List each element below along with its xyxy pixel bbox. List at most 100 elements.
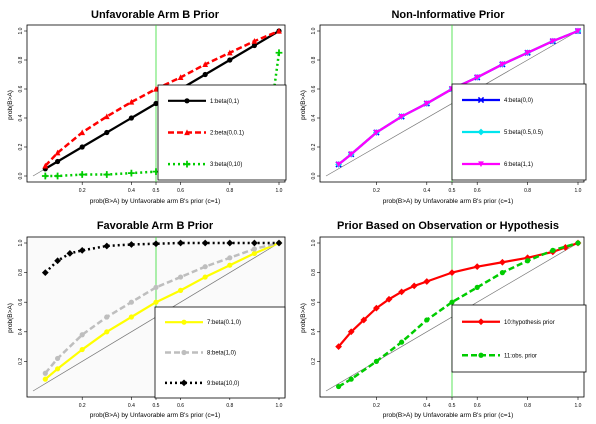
data-point: [549, 38, 556, 45]
data-point: [153, 284, 159, 290]
y-tick-label: 0.6: [311, 299, 317, 306]
data-point: [575, 28, 581, 35]
data-point: [251, 246, 257, 252]
plot-3: 0.2 0.4 0.5 0.6 0.8 1.0 0.2 0.4 0.6 0.8 1.0 10:hypo…: [311, 236, 587, 409]
data-point: [398, 288, 405, 296]
legend-label: 5:beta(0.5,0.5): [504, 130, 543, 136]
data-point: [449, 299, 455, 305]
data-point: [410, 282, 418, 290]
x-axis-label: prob(B>A) by Unfavorable arm B's prior (…: [90, 412, 221, 419]
data-point: [448, 269, 456, 276]
legend-marker: [184, 129, 190, 136]
data-point: [104, 129, 110, 136]
data-point: [202, 264, 208, 270]
panel-title: Favorable Arm B Prior: [97, 220, 214, 232]
series-2:beta(0,0.1): [42, 27, 282, 169]
data-point: [227, 262, 233, 268]
y-tick-label: 0.4: [18, 328, 24, 335]
data-point: [54, 257, 61, 265]
y-tick-label: 0.6: [311, 85, 317, 92]
data-point: [335, 161, 342, 168]
legend-marker: [180, 379, 188, 387]
data-point: [79, 346, 85, 353]
x-tick-label: 1.0: [575, 188, 582, 194]
plot-2: 0.2 0.4 0.5 0.6 0.8 1.0 0.2 0.4 0.6 0.8 1.0 7:beta(…: [18, 236, 286, 409]
data-point: [348, 376, 354, 382]
data-point: [103, 242, 111, 250]
x-tick-label: 0.2: [373, 403, 380, 409]
y-tick-label: 1.0: [311, 27, 317, 34]
data-point: [128, 98, 135, 105]
data-point: [251, 38, 258, 44]
legend-marker: [477, 128, 485, 136]
panel-title: Unfavorable Arm B Prior: [91, 9, 220, 21]
data-point: [575, 240, 581, 246]
data-point: [128, 115, 134, 121]
legend-marker: [477, 318, 485, 326]
series-1:beta(0,1): [42, 28, 282, 172]
data-point: [79, 129, 86, 136]
x-tick-label: 0.5: [153, 403, 160, 409]
x-tick-label: 1.0: [575, 403, 582, 409]
data-point: [202, 274, 208, 280]
data-point: [78, 247, 86, 254]
data-point: [524, 50, 531, 56]
data-point: [373, 358, 379, 364]
legend: 10:hypothesis prior 11:obs. prior: [451, 304, 587, 373]
data-point: [202, 71, 208, 78]
data-point: [55, 355, 61, 362]
data-point: [66, 249, 74, 257]
legend-marker: [181, 349, 187, 356]
data-point: [202, 61, 209, 67]
data-point: [42, 162, 49, 169]
x-tick-label: 0.4: [423, 403, 430, 409]
legend-label: 3:beta(0,10): [210, 162, 242, 168]
y-tick-label: 0.8: [311, 269, 317, 276]
x-tick-label: 1.0: [276, 188, 283, 194]
y-tick-label: 0.8: [311, 56, 317, 63]
data-point: [275, 239, 283, 247]
legend-label: 11:obs. prior: [504, 353, 537, 359]
data-point: [79, 144, 85, 150]
y-tick-label: 0.2: [18, 358, 24, 365]
y-tick-label: 0.8: [18, 56, 24, 63]
y-tick-label: 0.4: [311, 114, 317, 121]
data-point: [177, 74, 184, 80]
data-point: [153, 299, 159, 305]
y-tick-label: 1.0: [18, 239, 24, 246]
data-point: [525, 258, 531, 264]
data-point: [499, 61, 506, 68]
data-point: [128, 299, 134, 305]
panel-title: Non-Informative Prior: [391, 9, 505, 21]
series-line: [44, 241, 279, 274]
data-point: [474, 284, 480, 290]
x-tick-label: 0.4: [128, 403, 135, 409]
data-point: [251, 250, 257, 256]
data-point: [55, 158, 61, 165]
x-axis-label: prob(B>A) by Unfavorable arm B's prior (…: [90, 198, 221, 205]
data-point: [499, 270, 505, 276]
data-point: [128, 314, 134, 320]
data-point: [104, 329, 110, 335]
x-tick-label: 0.6: [177, 188, 184, 194]
data-point: [360, 316, 368, 324]
series-line: [44, 241, 280, 375]
data-point: [399, 339, 405, 345]
y-tick-label: 1.0: [311, 239, 317, 246]
data-point: [178, 287, 184, 293]
x-tick-label: 0.2: [79, 188, 86, 194]
data-point: [54, 149, 61, 156]
x-tick-label: 0.4: [128, 188, 135, 194]
data-point: [152, 240, 160, 248]
data-point: [474, 74, 481, 81]
data-point: [373, 304, 380, 312]
data-point: [227, 57, 233, 63]
y-axis-label: prob(B>A): [300, 90, 307, 120]
plot-0: 0.2 0.4 0.5 0.6 0.8 1.0 0.0 0.2 0.4 0.6 0.8 1.0 1:be…: [18, 24, 287, 194]
x-tick-label: 0.8: [226, 403, 233, 409]
legend: 1:beta(0,1) 2:beta(0,0.1) 3:beta(0,10): [157, 84, 287, 181]
plot-1: 0.2 0.4 0.5 0.6 0.8 1.0 0.0 0.2 0.4 0.6 0.8 1.0 4:be…: [311, 24, 587, 194]
x-tick-label: 0.5: [449, 403, 456, 409]
legend-marker: [478, 161, 484, 168]
legend-label: 2:beta(0,0.1): [210, 131, 244, 137]
